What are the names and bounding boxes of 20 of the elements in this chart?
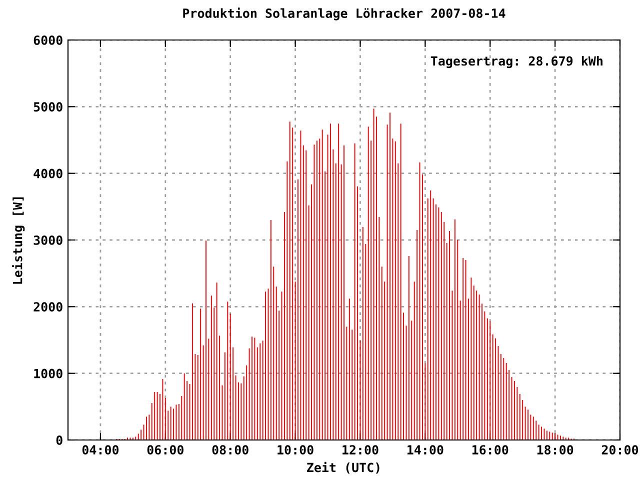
annotation: Tagesertrag: 28.679 kWh	[430, 56, 602, 68]
x-tick-label: 08:00	[212, 445, 248, 455]
y-tick-label: 1000	[34, 368, 62, 378]
x-tick-label: 20:00	[602, 445, 638, 455]
x-tick-label: 18:00	[537, 445, 574, 455]
x-tick-label: 06:00	[147, 445, 184, 455]
y-tick-label: 2000	[34, 302, 62, 312]
chart-title: Produktion Solaranlage Löhracker 2007-08-14	[183, 8, 506, 20]
y-tick-label: 3000	[34, 235, 62, 245]
x-tick-label: 12:00	[342, 445, 378, 455]
x-tick-label: 14:00	[408, 445, 444, 455]
x-axis-title: Zeit (UTC)	[307, 462, 380, 474]
y-axis-title: Leistung [W]	[12, 197, 25, 284]
y-tick-label: 6000	[34, 35, 62, 45]
x-tick-label: 04:00	[82, 445, 119, 455]
y-tick-label: 5000	[34, 102, 62, 112]
x-tick-label: 16:00	[472, 445, 508, 455]
x-tick-label: 10:00	[278, 445, 314, 455]
y-tick-label: 0	[56, 435, 62, 445]
y-tick-label: 4000	[34, 168, 62, 178]
